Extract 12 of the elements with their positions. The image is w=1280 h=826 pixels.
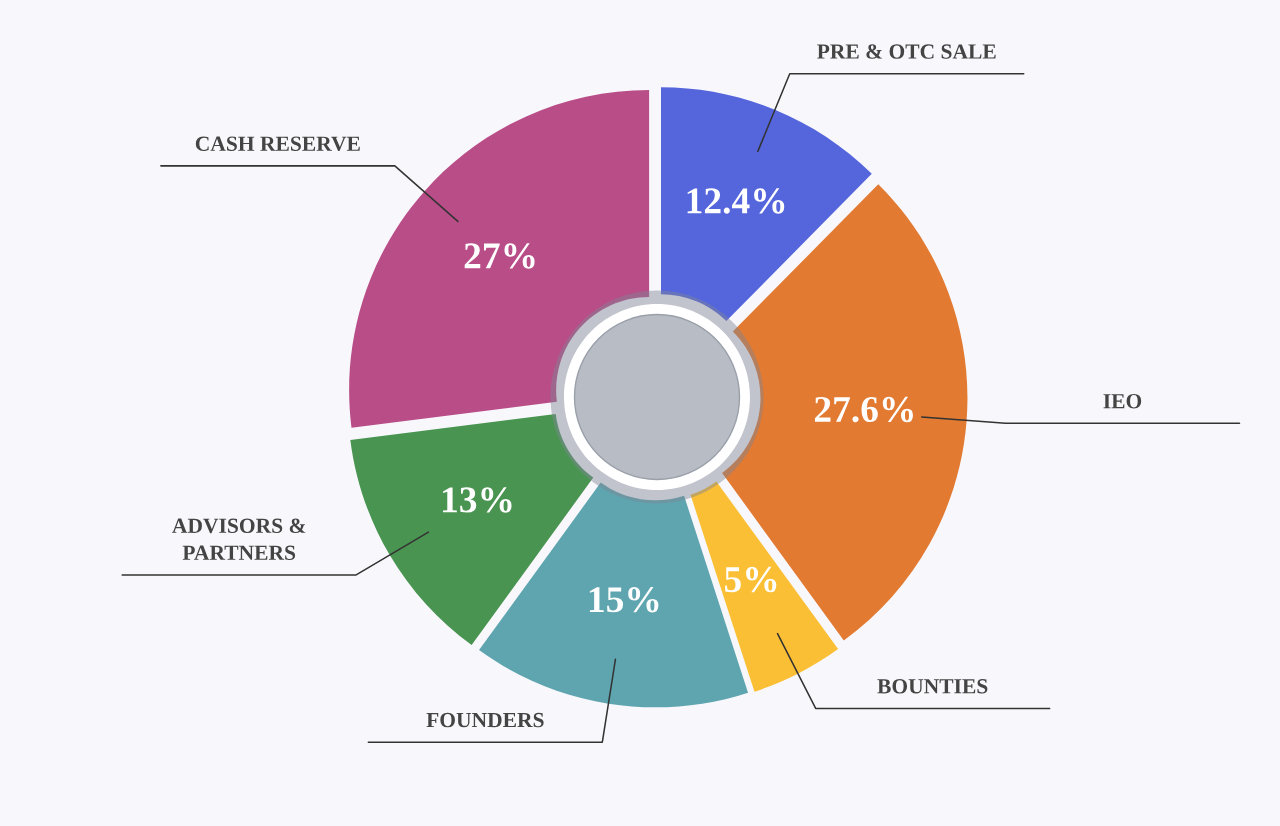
slice-label: CASH RESERVE [195, 136, 360, 152]
data-label: 27% [464, 243, 535, 269]
slice-label: BOUNTIES [877, 679, 988, 694]
data-label: 5% [725, 566, 777, 593]
data-label: 27.6% [814, 396, 913, 423]
slice-label: ADVISORS & PARTNERS [172, 518, 306, 561]
slice-label: PRE & OTC SALE [817, 44, 996, 59]
data-label: 13% [443, 487, 512, 513]
data-label: 12.4% [687, 188, 785, 214]
slice-label: IEO [1103, 393, 1142, 409]
slice-label: FOUNDERS [426, 712, 544, 728]
data-label: 15% [589, 587, 659, 613]
